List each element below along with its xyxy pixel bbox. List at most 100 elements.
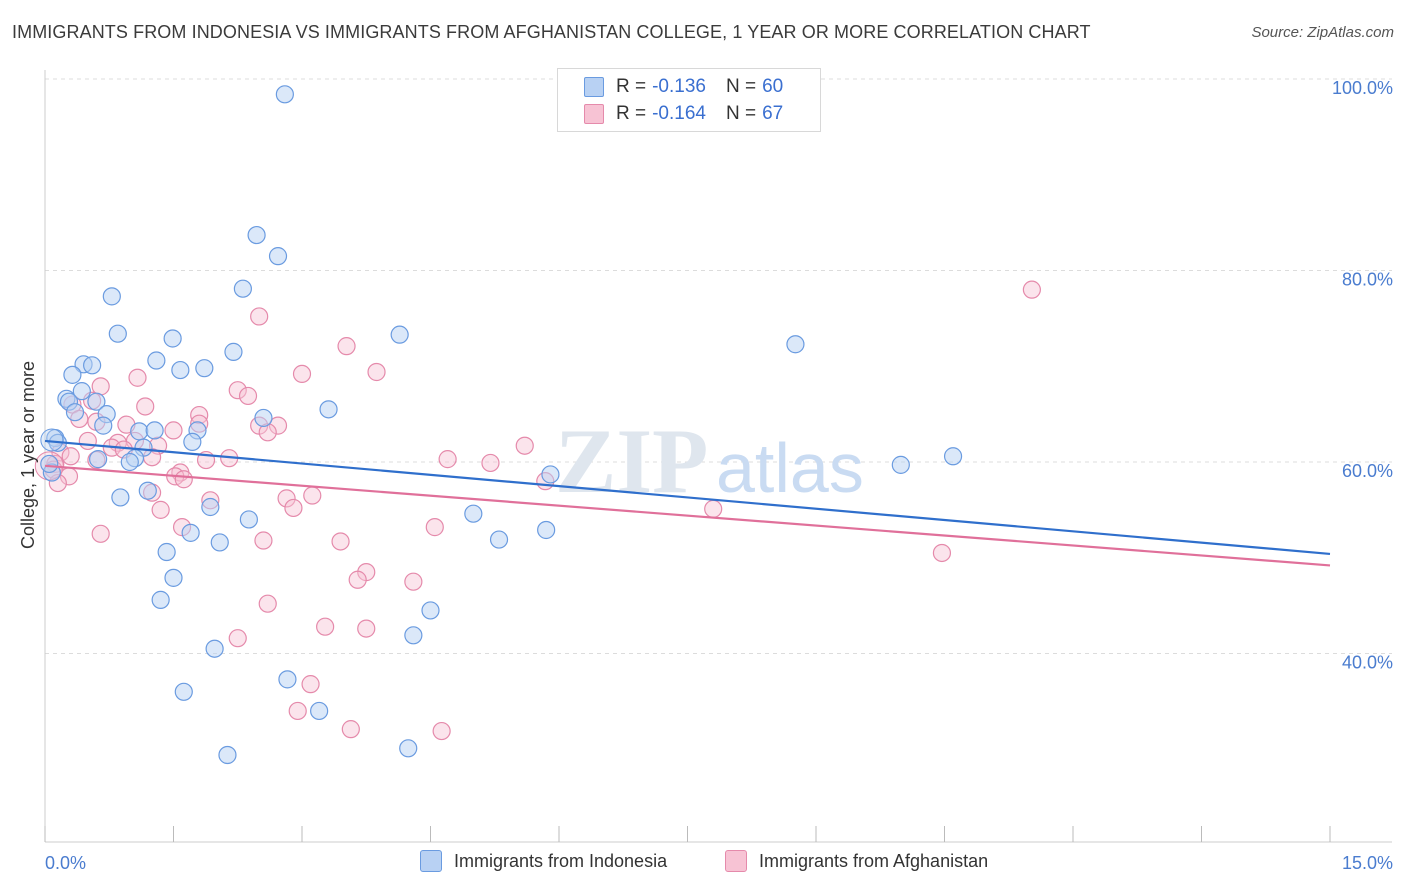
afghanistan-point	[258, 594, 277, 613]
indonesia-point	[464, 504, 483, 523]
indonesia-point	[72, 382, 91, 401]
indonesia-point	[145, 421, 164, 440]
legend-r-label: R =	[616, 76, 647, 97]
legend-row-afghanistan: R = -0.164 N = 67	[584, 102, 783, 126]
indonesia-point	[181, 523, 200, 542]
y-tick-label: 60.0%	[1342, 461, 1393, 481]
afghanistan-point	[228, 381, 247, 400]
afghanistan-point	[164, 421, 183, 440]
source-label: Source: ZipAtlas.com	[1251, 24, 1394, 41]
afghanistan-point	[174, 470, 193, 489]
indonesia-point	[319, 400, 338, 419]
afghanistan-point	[292, 364, 312, 384]
afghanistan-point	[367, 362, 386, 382]
afghanistan-point	[136, 397, 155, 416]
y-tick-labels: 40.0% 60.0% 80.0% 100.0%	[1332, 78, 1393, 673]
indonesia-point	[163, 329, 182, 348]
afghanistan-point	[268, 416, 288, 435]
afghanistan-trend-line	[44, 464, 1331, 567]
legend-r-label: R =	[616, 103, 647, 124]
indonesia-point	[174, 682, 193, 701]
indonesia-point	[87, 392, 106, 411]
indonesia-point	[247, 225, 266, 245]
series-legend: Immigrants from Indonesia Immigrants fro…	[0, 850, 1406, 878]
indonesia-point	[233, 279, 252, 298]
afghanistan-point	[348, 570, 367, 589]
afghanistan-points	[34, 280, 1041, 741]
watermark-zip: ZIP	[555, 410, 708, 512]
afghanistan-point	[128, 368, 147, 387]
indonesia-point	[111, 488, 130, 507]
legend-n-label: N =	[725, 103, 757, 124]
afghanistan-point	[284, 498, 303, 518]
indonesia-point	[268, 247, 288, 266]
afghanistan-point	[337, 337, 356, 356]
afghanistan-point	[331, 532, 350, 551]
afghanistan-point	[481, 453, 500, 473]
chart-title: IMMIGRANTS FROM INDONESIA VS IMMIGRANTS …	[12, 22, 1091, 42]
indonesia-point	[130, 422, 149, 441]
indonesia-point	[89, 450, 108, 469]
afghanistan-point	[704, 499, 723, 519]
x-tick-label: 0.0%	[45, 853, 86, 873]
y-tick-label: 100.0%	[1332, 78, 1393, 98]
indonesia-point	[195, 359, 214, 378]
indonesia-point	[786, 335, 805, 354]
afghanistan-point	[250, 307, 269, 326]
afghanistan-point	[932, 543, 952, 563]
indonesia-point	[404, 626, 423, 645]
indonesia-point	[254, 408, 273, 428]
afghanistan-point	[151, 500, 170, 519]
indonesia-point	[65, 403, 85, 422]
x-tick-label: 15.0%	[1342, 853, 1393, 873]
afghanistan-point	[438, 450, 457, 469]
legend-label-indonesia: Immigrants from Indonesia	[454, 850, 668, 871]
indonesia-point	[40, 428, 64, 452]
indonesia-point	[151, 590, 170, 609]
x-tick-labels: 0.0% 15.0%	[45, 853, 1393, 873]
indonesia-point	[239, 510, 258, 529]
afghanistan-point	[78, 431, 97, 451]
indonesia-points	[40, 85, 963, 765]
y-tick-label: 80.0%	[1342, 270, 1393, 290]
indonesia-trend-line	[44, 439, 1331, 556]
legend-r-value: -0.164	[652, 103, 706, 124]
indonesia-point	[390, 325, 409, 344]
afghanistan-point	[425, 518, 444, 537]
legend-row-indonesia: R = -0.136 N = 60	[584, 75, 783, 99]
indonesia-point	[891, 455, 910, 474]
indonesia-point	[147, 351, 166, 370]
legend-item-afghanistan: Immigrants from Afghanistan	[725, 850, 988, 872]
stats-legend: R = -0.136 N = 60 R = -0.164 N = 67	[557, 68, 821, 132]
afghanistan-point	[316, 617, 335, 636]
afghanistan-point	[404, 572, 423, 591]
legend-n-value: 60	[762, 76, 784, 97]
afghanistan-point	[254, 531, 273, 550]
afghanistan-point	[301, 675, 320, 694]
indonesia-point	[83, 356, 102, 375]
indonesia-point	[183, 432, 202, 451]
afghanistan-point	[277, 489, 296, 508]
indonesia-point	[171, 360, 190, 380]
indonesia-point	[108, 324, 127, 343]
indonesia-point	[102, 287, 121, 306]
indonesia-point	[275, 85, 294, 104]
indonesia-point	[138, 481, 157, 500]
indonesia-point	[201, 497, 220, 517]
indonesia-point	[224, 342, 243, 361]
indonesia-point	[399, 739, 418, 758]
afghanistan-point	[357, 619, 376, 638]
legend-item-indonesia: Immigrants from Indonesia	[420, 850, 667, 872]
afghanistan-point	[515, 436, 534, 455]
legend-swatch-afghanistan	[725, 850, 747, 872]
y-tick-label: 40.0%	[1342, 653, 1393, 673]
afghanistan-point	[288, 701, 307, 721]
afghanistan-point	[1022, 280, 1041, 299]
legend-swatch-afghanistan	[584, 104, 604, 124]
indonesia-point	[63, 365, 82, 384]
indonesia-point	[489, 530, 509, 549]
afghanistan-point	[238, 386, 258, 406]
indonesia-point	[205, 639, 224, 658]
indonesia-point	[157, 542, 176, 562]
